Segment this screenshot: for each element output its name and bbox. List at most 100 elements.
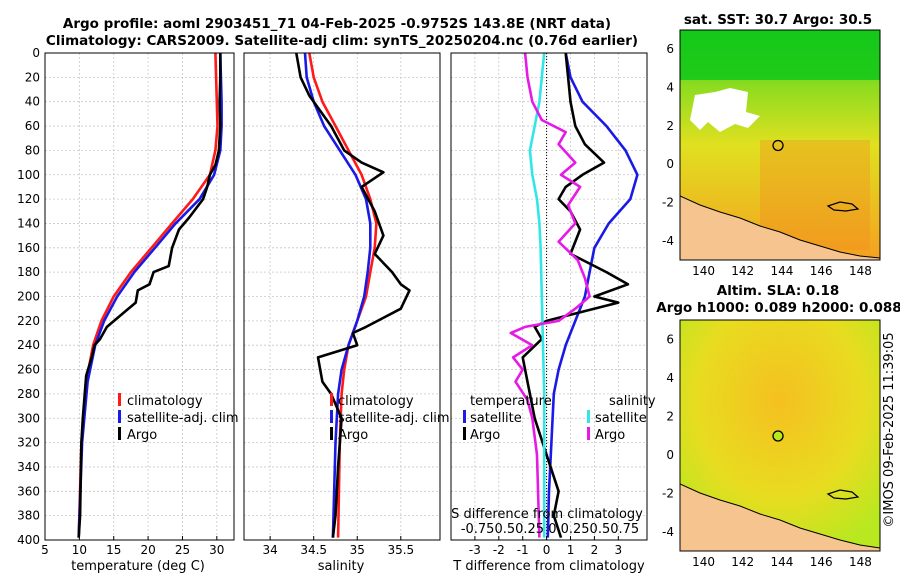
y-tick-label: 220 — [17, 314, 40, 328]
title-line-2: Climatology: CARS2009. Satellite-adj cli… — [46, 33, 638, 49]
salinity-legend: climatology satellite-adj. clim Argo — [330, 393, 450, 443]
y-tick-label: 160 — [17, 241, 40, 255]
legend-satellite-adj: satellite-adj. clim — [338, 411, 450, 426]
series-salinity-argo — [509, 53, 591, 538]
salinity-panel: 34 34.5 35 35.5 — [243, 52, 441, 557]
legend-swatch-argo — [118, 427, 121, 440]
x-tick-label: 5 — [41, 543, 49, 557]
series-temperature-satellite — [546, 53, 639, 538]
x-tick-label: 35 — [350, 543, 365, 557]
map-y-tick-label: -2 — [662, 486, 674, 500]
series-satellite-adj-clim — [77, 53, 223, 538]
map-x-tick-label: 142 — [731, 555, 754, 569]
map-x-tick-label: 142 — [731, 264, 754, 278]
sst-warm-band — [680, 30, 880, 80]
series-temperature-argo — [521, 53, 630, 539]
y-tick-label: 340 — [17, 460, 40, 474]
legend-satellite-adj: satellite-adj. clim — [127, 411, 239, 426]
sla-map: Altim. SLA: 0.18 Argo h1000: 0.089 h2000… — [656, 283, 900, 552]
legend-climatology: climatology — [338, 394, 414, 409]
map-y-tick-label: 2 — [666, 409, 674, 423]
difference-panel: -3 -2 -1 0 1 2 3 — [450, 52, 648, 557]
x-tick-label: 1 — [567, 543, 575, 557]
map-y-tick-label: 6 — [666, 42, 674, 56]
x-tick-label: 25 — [175, 543, 190, 557]
x-tick-label: -3 — [469, 543, 481, 557]
x-tick-label: 20 — [140, 543, 155, 557]
argo-location-marker — [772, 139, 784, 152]
map-x-tick-label: 140 — [692, 264, 715, 278]
plot-frame — [44, 52, 235, 541]
sst-map: sat. SST: 30.7 Argo: 30.5 — [679, 12, 881, 261]
plot-frame — [450, 52, 648, 541]
y-tick-label: 280 — [17, 387, 40, 401]
map-x-tick-label: 148 — [849, 555, 872, 569]
y-tick-label: 20 — [25, 70, 40, 84]
legend-temp-argo: Argo — [470, 428, 500, 443]
x-tick-label: 3 — [614, 543, 622, 557]
x-tick-label: 10 — [72, 543, 87, 557]
s-diff-ticks: -0.750.50.25 0 0.250.50.75 — [461, 522, 639, 537]
map-x-tick-label: 146 — [810, 264, 833, 278]
map-x-tick-label: 140 — [692, 555, 715, 569]
x-tick-label: 30 — [209, 543, 224, 557]
y-tick-label: 360 — [17, 484, 40, 498]
legend-swatch-satellite — [330, 410, 333, 423]
salinity-xlabel: salinity — [318, 559, 365, 574]
y-tick-label: 240 — [17, 338, 40, 352]
sla-map-title-2: Argo h1000: 0.089 h2000: 0.088 — [656, 300, 900, 316]
map-y-tick-label: 6 — [666, 332, 674, 346]
y-tick-label: 300 — [17, 411, 40, 425]
sla-island — [826, 489, 860, 500]
y-tick-label: 180 — [17, 265, 40, 279]
temperature-legend: climatology satellite-adj. clim Argo — [118, 393, 239, 443]
argo-location-marker — [772, 430, 784, 442]
series-climatology — [308, 53, 378, 538]
legend-temp-satellite: satellite — [470, 411, 522, 426]
sla-map-title-1: Altim. SLA: 0.18 — [717, 283, 839, 299]
plot-frame — [243, 52, 441, 541]
y-tick-label: 0 — [32, 46, 40, 60]
x-tick-label: 34 — [262, 543, 277, 557]
x-tick-label: 34.5 — [300, 543, 327, 557]
copyright-label: ©IMOS 09-Feb-2025 11:39:05 — [882, 332, 897, 527]
x-tick-label: 0 — [543, 543, 551, 557]
legend-swatch-satellite — [118, 410, 121, 423]
legend-swatch-temp-argo — [463, 427, 466, 440]
sla-map-frame — [679, 319, 881, 552]
map-y-tick-label: 0 — [666, 157, 674, 171]
legend-argo: Argo — [338, 428, 368, 443]
x-tick-label: 15 — [106, 543, 121, 557]
y-tick-label: 100 — [17, 168, 40, 182]
map-y-tick-label: 0 — [666, 448, 674, 462]
series-argo — [77, 53, 222, 538]
temperature-xlabel: temperature (deg C) — [71, 559, 205, 574]
title-line-1: Argo profile: aoml 2903451_71 04-Feb-202… — [63, 16, 611, 32]
y-tick-label: 140 — [17, 216, 40, 230]
sst-map-frame — [679, 29, 881, 261]
map-y-tick-label: 4 — [666, 371, 674, 385]
legend-swatch-climatology — [330, 393, 333, 406]
x-tick-label: -1 — [517, 543, 529, 557]
x-tick-label: -2 — [493, 543, 505, 557]
y-tick-label: 60 — [25, 119, 40, 133]
series-group — [509, 53, 639, 539]
map-y-tick-label: -4 — [662, 525, 674, 539]
sst-land — [680, 195, 880, 260]
difference-legend: temperature salinity satellite Argo sate… — [451, 394, 656, 537]
map-y-tick-label: -4 — [662, 234, 674, 248]
legend-swatch-sal-argo — [587, 427, 590, 440]
s-diff-title: S difference from climatology — [451, 507, 643, 522]
map-x-tick-label: 144 — [771, 555, 794, 569]
map-y-tick-label: -2 — [662, 196, 674, 210]
legend-argo: Argo — [127, 428, 157, 443]
y-tick-label: 40 — [25, 95, 40, 109]
y-tick-label: 260 — [17, 363, 40, 377]
map-x-tick-label: 146 — [810, 555, 833, 569]
legend-swatch-argo — [330, 427, 333, 440]
map-y-tick-label: 4 — [666, 81, 674, 95]
legend-swatch-sal-satellite — [587, 410, 590, 423]
legend-temperature-header: temperature — [470, 394, 552, 409]
map-ticks: 140 142 144 146 148 -4 -2 0 2 4 6 140 142 144 146 148 -4… — [662, 42, 872, 569]
